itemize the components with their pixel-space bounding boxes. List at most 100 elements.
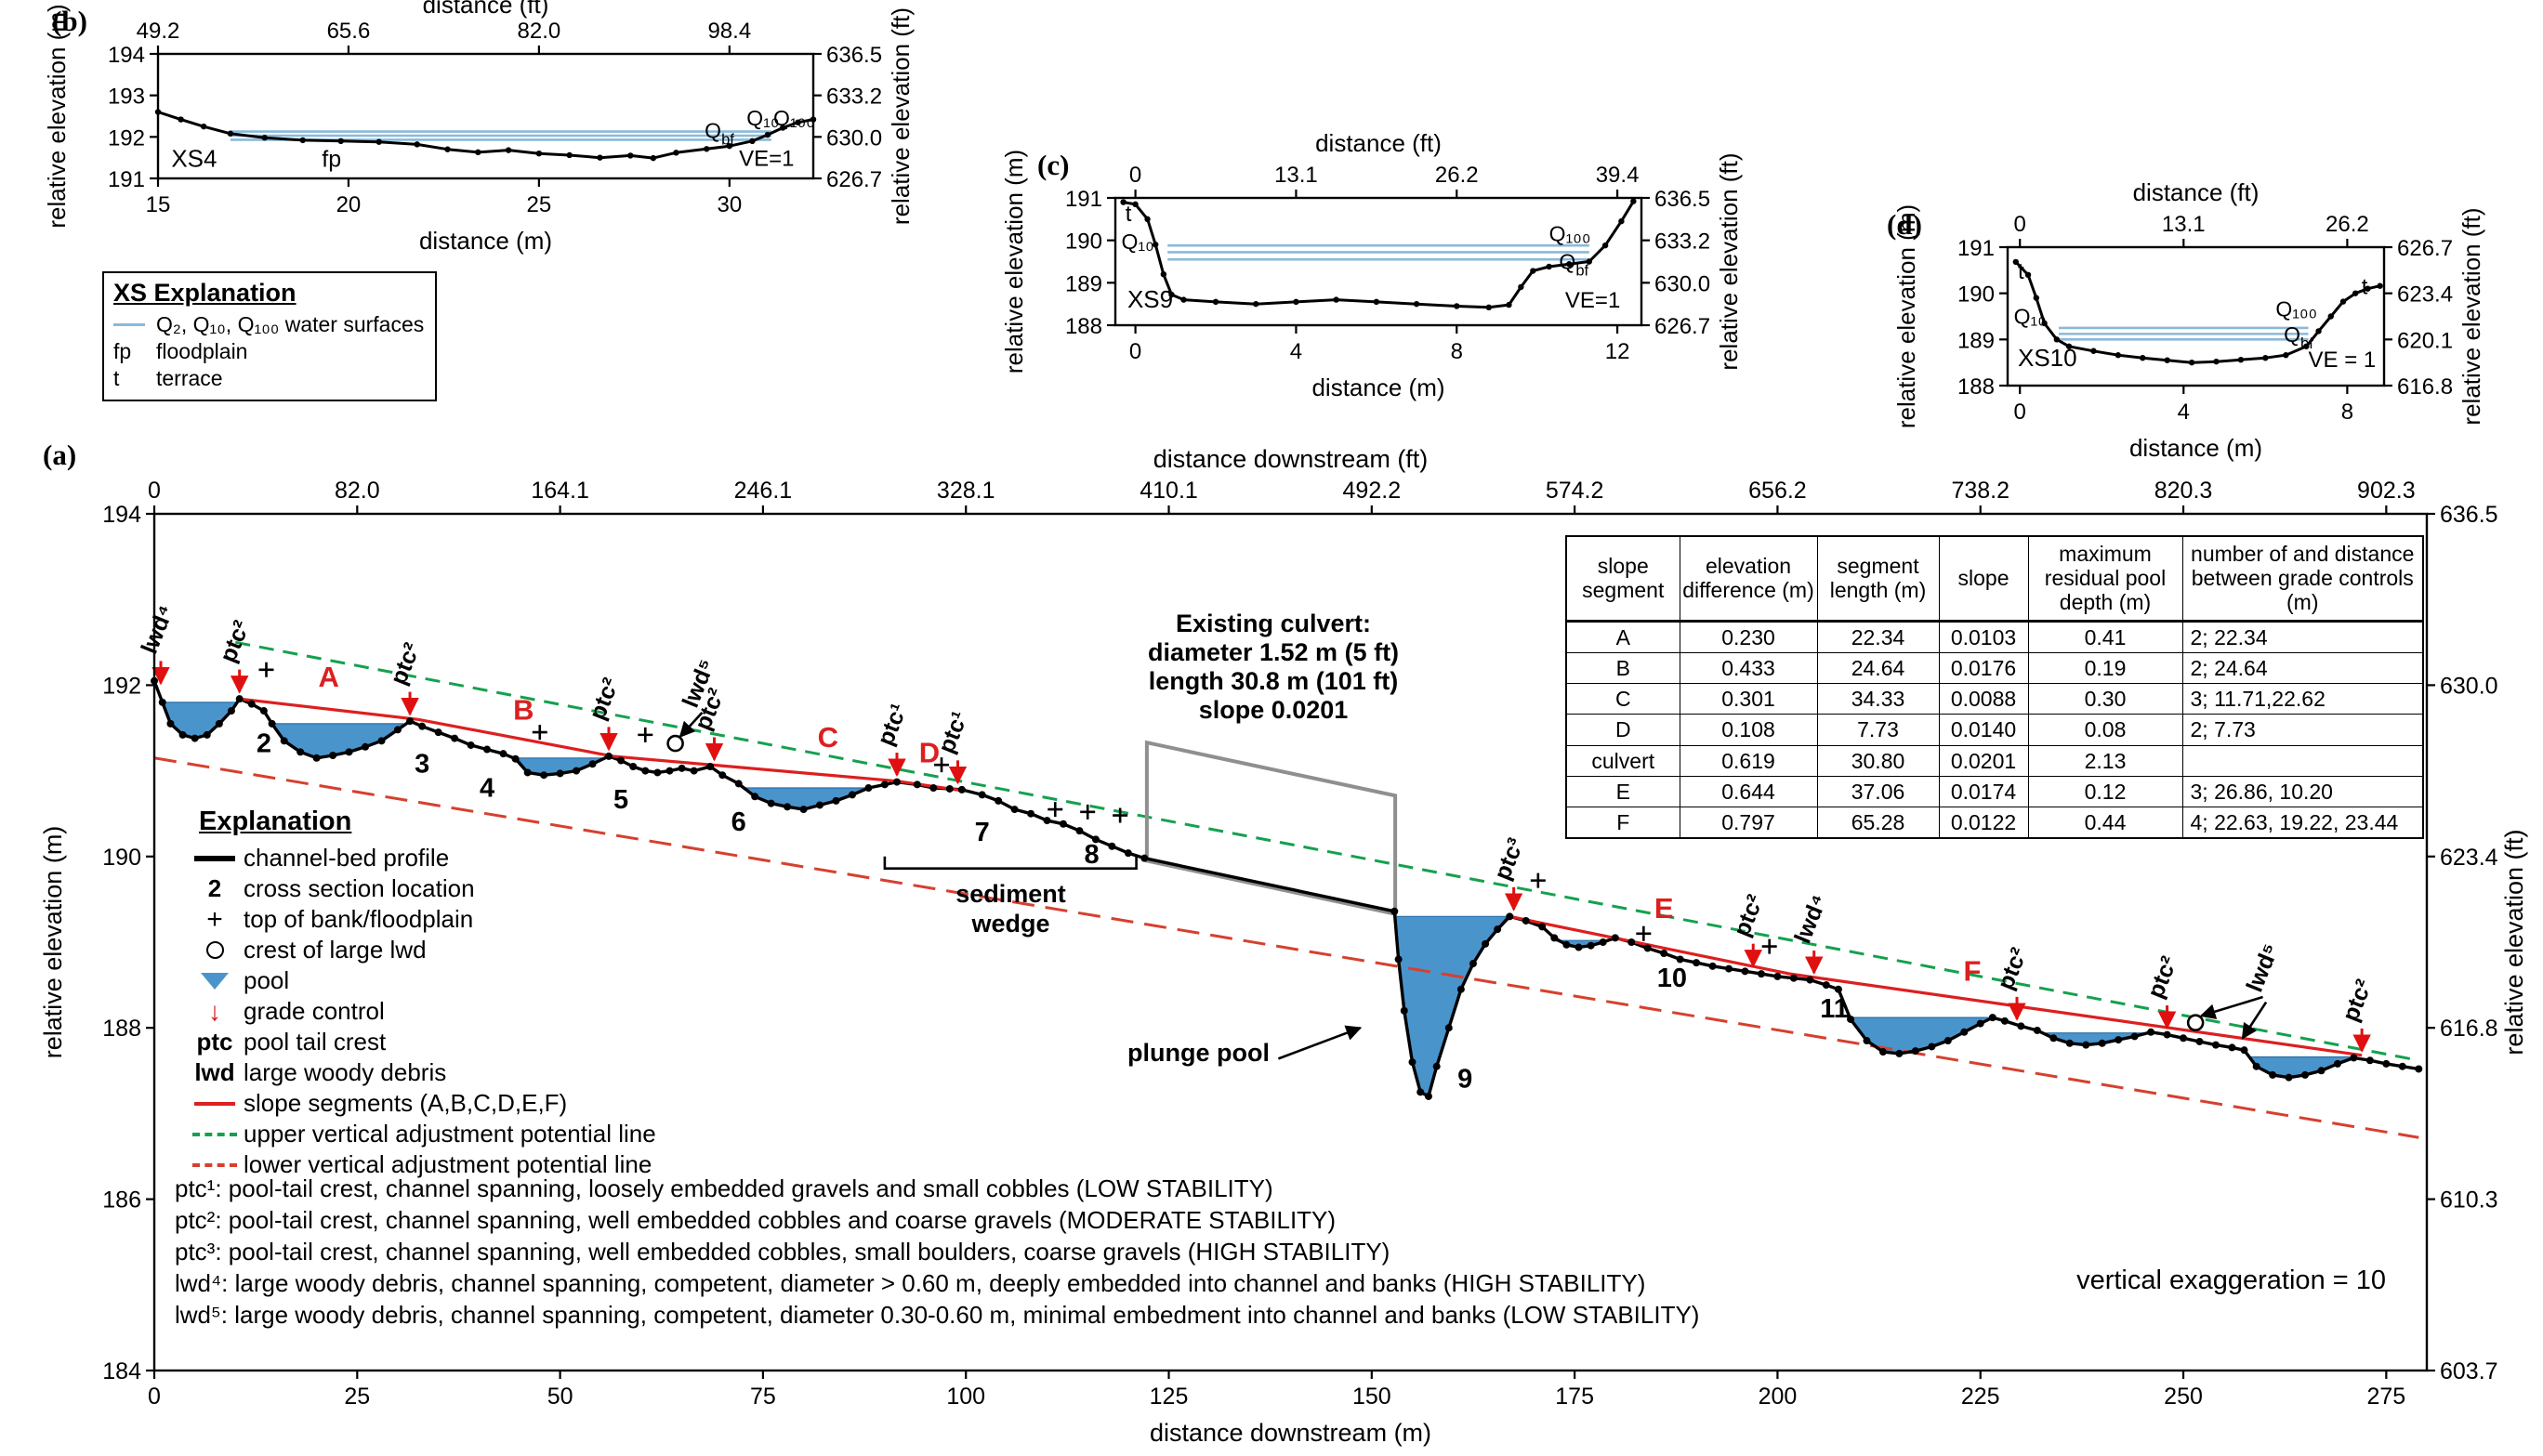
survey-point — [475, 149, 481, 156]
red-line-swatch — [194, 1101, 235, 1106]
survey-point — [978, 791, 986, 799]
survey-point — [1878, 1048, 1887, 1056]
survey-point — [2033, 1026, 2041, 1034]
pool — [162, 702, 239, 740]
survey-point — [2327, 313, 2334, 320]
survey-point — [1091, 835, 1100, 844]
culvert-annotation: Existing culvert: diameter 1.52 m (5 ft) l… — [1069, 610, 1478, 725]
legend-item-label: cross section location — [244, 874, 475, 902]
legend-item-label: lower vertical adjustment potential line — [244, 1150, 652, 1178]
slope-segment-label-E: E — [1654, 892, 1674, 925]
top-of-bank-marker — [638, 727, 653, 742]
survey-point — [2339, 298, 2347, 305]
table-row: culvert 0.619 30.80 0.0201 2.13 — [1565, 744, 2424, 777]
axis-title-left: relative elevation (m) — [43, 4, 71, 228]
xs-explanation-title: XS Explanation — [113, 279, 296, 307]
tick-label: 626.7 — [1654, 314, 1710, 339]
survey-point — [1627, 938, 1636, 946]
survey-point — [2252, 1062, 2260, 1070]
plus-swatch: + — [206, 903, 223, 935]
plunge-pool-label: plunge pool — [1127, 1039, 1270, 1067]
survey-point — [1741, 967, 1749, 976]
annotation-text: XS4 — [171, 144, 217, 172]
xs-explanation-box: XS Explanation Q₂, Q₁₀, Q₁₀₀ water surfa… — [102, 271, 437, 401]
circle-swatch — [205, 941, 224, 959]
survey-point — [1895, 1049, 1904, 1057]
survey-point — [191, 734, 199, 742]
axis-title-right: relative elevation (ft) — [2500, 829, 2528, 1055]
survey-point — [418, 722, 427, 730]
survey-point — [377, 737, 386, 745]
survey-point — [653, 768, 662, 777]
survey-point — [764, 131, 771, 138]
survey-point — [957, 785, 966, 794]
tick-label: 275 — [2366, 1384, 2405, 1410]
axis-title-top: distance (ft) — [423, 0, 549, 19]
survey-point — [795, 119, 801, 125]
tick-label: 190 — [102, 845, 141, 871]
tick-label: 492.2 — [1343, 478, 1402, 504]
survey-point — [1494, 925, 1502, 934]
survey-point — [261, 135, 268, 141]
table-header-cell: elevation difference (m) — [1679, 535, 1818, 623]
tick-label: 98.4 — [707, 19, 751, 44]
tick-label: 192 — [102, 673, 141, 699]
survey-point — [540, 771, 548, 780]
legend-item-label: pool tail crest — [244, 1028, 387, 1056]
top-of-bank-marker — [258, 662, 274, 677]
tick-label: 8 — [1451, 339, 1463, 364]
tick-label: 0 — [2014, 212, 2026, 237]
survey-point — [2240, 1046, 2248, 1055]
tick-label: 13.1 — [1274, 163, 1318, 188]
tick-label: 250 — [2164, 1384, 2203, 1410]
table-cell: 3; 26.86, 10.20 — [2181, 775, 2424, 807]
tick-label: 410.1 — [1140, 478, 1198, 504]
survey-point — [929, 784, 938, 793]
survey-point — [1586, 258, 1593, 265]
xs-explanation-item-label: floodplain — [156, 339, 248, 363]
survey-point — [434, 728, 442, 737]
annotation-text: Q₁₀ — [2014, 304, 2047, 328]
table-cell: 24.64 — [1816, 651, 1940, 685]
tick-label: 328.1 — [937, 478, 995, 504]
axis-title-left: relative elevation (m) — [1892, 204, 1920, 428]
survey-point — [1538, 923, 1547, 931]
annotation-text: fp — [322, 146, 341, 172]
legend-item-label: upper vertical adjustment potential line — [244, 1120, 656, 1148]
survey-point — [178, 116, 184, 123]
survey-point — [414, 141, 420, 148]
vertical-exaggeration-note: vertical exaggeration = 10 — [2076, 1266, 2386, 1295]
legend-items: channel-bed profile 2 cross section locati… — [186, 843, 837, 1180]
table-header-row: slope segment elevation difference (m) seg… — [1565, 535, 2424, 623]
tick-label: 620.1 — [2397, 328, 2453, 353]
survey-point — [2352, 290, 2359, 296]
axis-title-top: distance (ft) — [2133, 178, 2260, 206]
culvert-annotation-line: length 30.8 m (101 ft) — [1148, 667, 1399, 695]
tick-label: 738.2 — [1951, 478, 2009, 504]
xs-explanation-item: Q₂, Q₁₀, Q₁₀₀ water surfaces — [113, 311, 426, 338]
legend-item: ptc pool tail crest — [186, 1027, 837, 1057]
footnote-line: ptc²: pool-tail crest, channel spanning,… — [175, 1206, 1337, 1234]
plot-frame — [152, 512, 2429, 1372]
legend-box: Explanation channel-bed profile 2 cross se… — [186, 807, 837, 1180]
table-cell: 3; 11.71,22.62 — [2181, 683, 2424, 715]
annotation-arrow — [1277, 1025, 1363, 1060]
axis-title-right: relative elevation (ft) — [1715, 152, 1743, 370]
green-dash-swatch — [192, 1132, 237, 1136]
survey-point — [1253, 300, 1259, 308]
top-of-bank-marker — [1113, 807, 1128, 823]
axis-title-bottom: distance (m) — [419, 227, 552, 255]
survey-point — [704, 146, 710, 152]
survey-point — [312, 754, 321, 762]
legend-item: lwd large woody debris — [186, 1057, 837, 1088]
tick-label: 25 — [527, 192, 552, 217]
survey-point — [892, 778, 901, 786]
tick-label: 20 — [336, 192, 362, 217]
survey-point — [2163, 1030, 2171, 1039]
survey-point — [880, 780, 889, 789]
survey-point — [1124, 849, 1132, 858]
footnote-line: lwd⁴: large woody debris, channel spanni… — [175, 1269, 1646, 1297]
table-header-cell: maximum residual pool depth (m) — [2027, 535, 2183, 623]
tick-label: 902.3 — [2357, 478, 2416, 504]
survey-point — [362, 742, 370, 751]
